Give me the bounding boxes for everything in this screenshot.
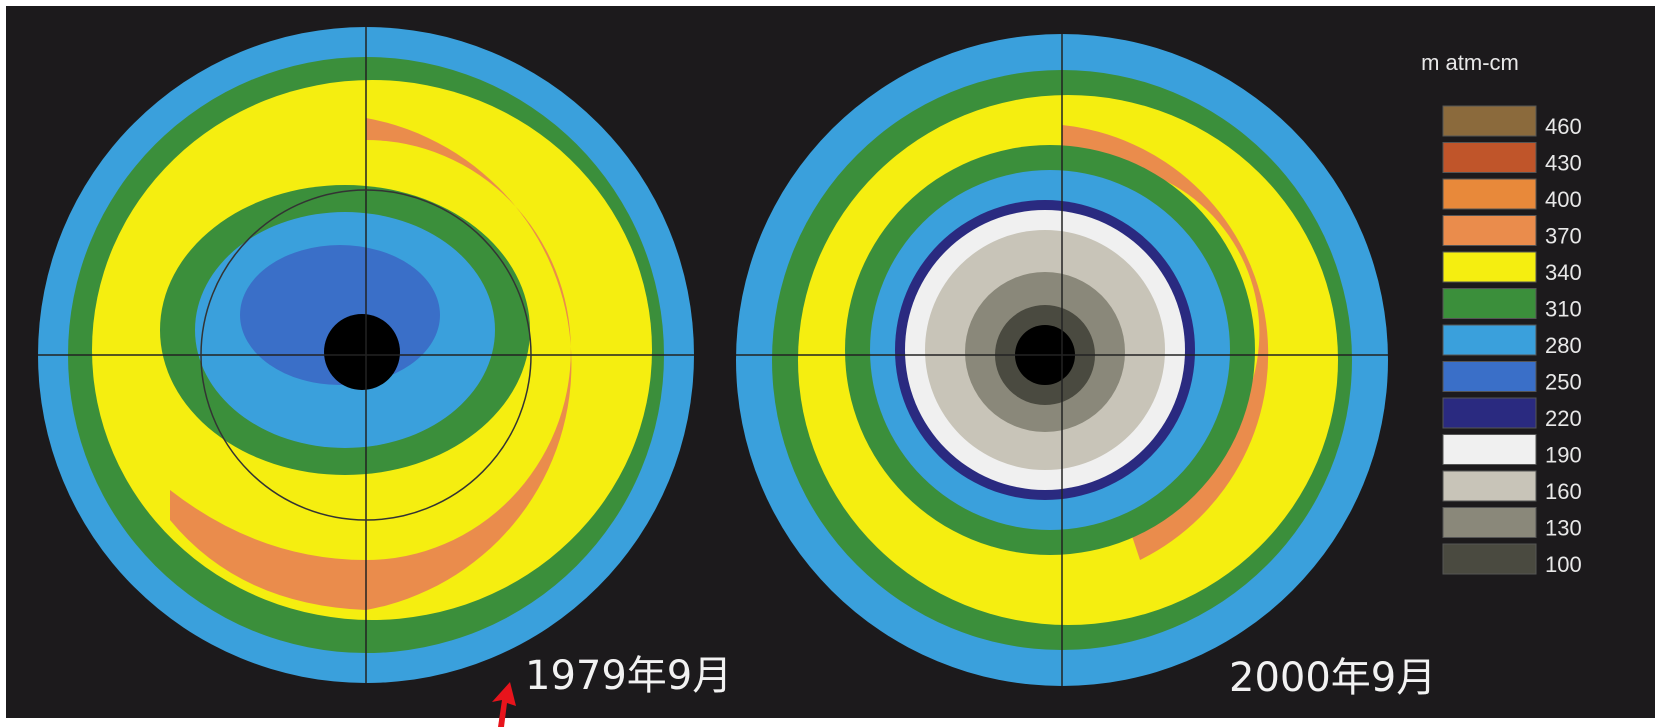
legend-label: 400 <box>1545 187 1582 212</box>
legend-swatch <box>1443 544 1536 574</box>
map-2000 <box>736 34 1388 686</box>
legend-swatch <box>1443 289 1536 319</box>
legend-swatch <box>1443 471 1536 501</box>
legend-swatch <box>1443 216 1536 246</box>
map-1979 <box>38 27 694 683</box>
ozone-figure: 1979年9月 2000年9月 m atm-cm 460 430 400 370 340… <box>0 0 1661 727</box>
legend-swatch <box>1443 508 1536 538</box>
caption: 2000年9月 <box>1229 655 1436 701</box>
legend-swatch <box>1443 179 1536 209</box>
legend-label: 250 <box>1545 369 1582 394</box>
legend-label: 130 <box>1545 515 1582 540</box>
legend-unit: m atm-cm <box>1421 50 1519 75</box>
legend-label: 220 <box>1545 406 1582 431</box>
legend-label: 370 <box>1545 223 1582 248</box>
caption: 1979年9月 <box>525 653 732 699</box>
legend-label: 190 <box>1545 442 1582 467</box>
legend-label: 460 <box>1545 114 1582 139</box>
legend-swatch <box>1443 252 1536 282</box>
legend-label: 100 <box>1545 552 1582 577</box>
legend-swatch <box>1443 106 1536 136</box>
legend-label: 280 <box>1545 333 1582 358</box>
legend-label: 340 <box>1545 260 1582 285</box>
legend-swatch <box>1443 435 1536 465</box>
legend-label: 160 <box>1545 479 1582 504</box>
legend-swatch <box>1443 325 1536 355</box>
legend-label: 310 <box>1545 296 1582 321</box>
legend-swatch <box>1443 143 1536 173</box>
legend-swatch <box>1443 362 1536 392</box>
legend-swatch <box>1443 398 1536 428</box>
legend-label: 430 <box>1545 150 1582 175</box>
